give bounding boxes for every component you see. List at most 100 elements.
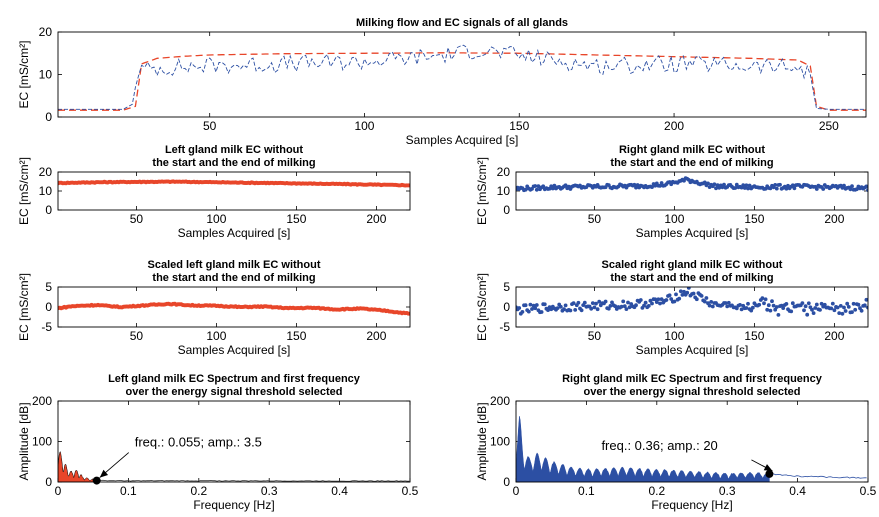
y-tick-label: 0 [503,475,510,489]
data-point [552,183,557,188]
chart-title: Right gland milk EC Spectrum and first f… [562,373,823,398]
data-point [739,307,744,312]
data-point [523,187,528,192]
data-point [638,298,643,302]
data-point [590,301,595,305]
y-tick-label: 5 [503,280,510,294]
data-point [811,311,816,315]
data-point [813,306,818,310]
data-point [528,302,533,307]
annotation-arrowhead [763,464,773,471]
data-point [845,301,850,306]
data-point [656,297,661,302]
data-point [408,311,410,316]
data-point [750,305,755,310]
x-tick-label: 0.3 [261,484,278,498]
data-point [818,308,822,312]
spectrum-area [58,450,97,482]
x-tick-label: 0.4 [331,484,348,498]
data-point [667,293,672,298]
y-tick-label: 10 [39,184,53,198]
data-point [810,307,814,312]
chart-title-line: the start and the end of milking [610,272,773,284]
data-point [562,307,566,312]
x-tick-label: 0 [55,484,62,498]
data-point [714,186,718,191]
data-point [851,301,856,306]
data-point [853,307,858,312]
data-point [778,182,782,187]
data-point [677,296,682,301]
chart-fl: Left gland milk EC Spectrum and first fr… [17,373,419,512]
plot-area [516,176,868,193]
y-tick-label: 200 [32,394,52,408]
chart-sleft: Scaled left gland milk EC without the sta… [17,259,411,357]
x-tick-label: 0.4 [789,484,806,498]
data-point [768,308,773,313]
data-point [838,304,843,308]
data-point [850,310,854,314]
y-tick-label: -5 [499,320,510,334]
data-point [659,297,664,302]
y-tick-label: 200 [490,394,510,408]
series-line [58,52,866,111]
chart-title-line: Left gland milk EC without [165,144,303,156]
x-tick-label: 150 [286,329,306,343]
data-point [800,301,805,305]
data-point [723,301,728,305]
y-tick-label: 0 [45,300,52,314]
data-point [814,302,819,307]
y-axis-label: Amplitude [dB] [475,402,489,480]
chart-title-line: Scaled right gland milk EC without [602,259,783,271]
data-point [682,289,686,294]
data-point [733,186,738,190]
chart-title-line: the start and the end of milking [152,272,315,284]
chart-title-line: Right gland milk EC Spectrum and first f… [562,373,823,385]
data-point [622,304,627,309]
data-point [533,306,538,311]
x-tick-label: 150 [286,212,306,226]
data-point [864,297,868,302]
threshold-marker [92,476,101,485]
data-point [550,186,555,191]
y-tick-label: 0 [503,203,510,217]
data-point [610,300,614,305]
x-axis-label: Frequency [Hz] [193,498,274,512]
data-point [702,299,707,304]
data-point [757,302,762,307]
annotation-arrowhead [99,469,109,478]
x-tick-label: 250 [819,119,839,133]
y-tick-label: 100 [32,435,52,449]
y-tick-label: 10 [497,184,511,198]
data-point [781,306,786,310]
x-tick-label: 150 [509,119,529,133]
data-point [837,311,842,315]
data-point [746,301,750,306]
plot-area [58,179,410,188]
threshold-marker [765,469,774,478]
data-point [840,311,845,316]
spectrum-tail [96,479,410,482]
data-point [555,306,560,310]
data-point [621,299,626,304]
axes-frame [515,286,869,328]
data-point [749,308,754,313]
data-point [843,309,848,313]
data-point [674,292,678,297]
data-point [576,300,581,305]
data-point [603,299,608,304]
x-tick-label: 0.3 [719,484,736,498]
data-point [774,186,779,191]
data-point [734,306,739,311]
data-point [710,304,715,309]
data-point [517,306,522,310]
data-point [744,306,749,310]
chart-title-line: the start and the end of milking [152,157,315,169]
axes-frame [57,31,867,118]
data-point [678,289,683,294]
data-point [806,301,811,306]
chart-title: Scaled left gland milk EC without the sta… [148,259,321,284]
data-point [744,183,749,188]
x-axis-label: Samples Acquired [s] [406,133,519,147]
data-point [691,291,696,296]
